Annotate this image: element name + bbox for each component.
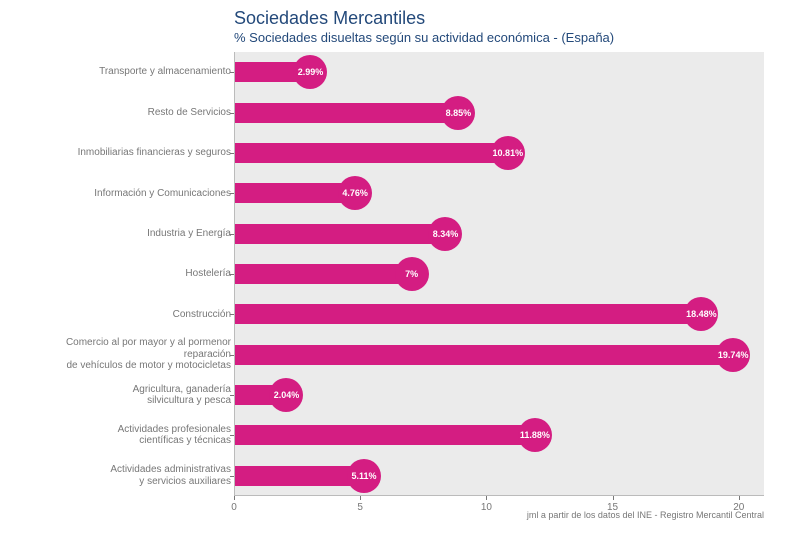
y-tick bbox=[230, 476, 234, 477]
category-label: Industria y Energía bbox=[3, 228, 231, 240]
y-tick bbox=[230, 355, 234, 356]
x-tick bbox=[613, 496, 614, 500]
bar bbox=[235, 264, 412, 284]
category-label: Transporte y almacenamiento bbox=[3, 66, 231, 78]
category-label: Resto de Servicios bbox=[3, 107, 231, 119]
value-marker: 2.04% bbox=[269, 378, 303, 412]
category-label: Comercio al por mayor y al pormenor repa… bbox=[3, 337, 231, 372]
value-marker: 19.74% bbox=[716, 338, 750, 372]
y-tick bbox=[230, 153, 234, 154]
y-tick bbox=[230, 193, 234, 194]
bar bbox=[235, 345, 733, 365]
value-marker: 11.88% bbox=[518, 418, 552, 452]
chart-container: Sociedades Mercantiles % Sociedades disu… bbox=[0, 0, 787, 533]
value-marker: 8.85% bbox=[441, 96, 475, 130]
bar bbox=[235, 224, 445, 244]
bar-row: 2.99% bbox=[235, 52, 764, 92]
bar bbox=[235, 183, 355, 203]
value-marker: 5.11% bbox=[347, 459, 381, 493]
x-tick-label: 10 bbox=[481, 502, 492, 513]
value-marker: 2.99% bbox=[293, 55, 327, 89]
value-marker: 7% bbox=[395, 257, 429, 291]
value-marker: 8.34% bbox=[428, 217, 462, 251]
bar-row: 5.11% bbox=[235, 456, 764, 496]
category-label: Información y Comunicaciones bbox=[3, 188, 231, 200]
y-tick bbox=[230, 274, 234, 275]
value-marker: 4.76% bbox=[338, 176, 372, 210]
y-tick bbox=[230, 72, 234, 73]
category-label: Construcción bbox=[3, 309, 231, 321]
chart-caption: jml a partir de los datos del INE - Regi… bbox=[527, 510, 764, 520]
bar bbox=[235, 304, 701, 324]
x-tick bbox=[360, 496, 361, 500]
bar bbox=[235, 143, 508, 163]
bar bbox=[235, 103, 458, 123]
plot-area: 2.99% 8.85% 10.81% 4.76% 8.34% 7% 18.48% 19.74%… bbox=[234, 52, 764, 496]
category-label: Actividades administrativas y servicios … bbox=[3, 464, 231, 487]
bar-row: 8.34% bbox=[235, 213, 764, 253]
bar bbox=[235, 425, 535, 445]
bar bbox=[235, 466, 364, 486]
y-tick bbox=[230, 314, 234, 315]
y-tick bbox=[230, 113, 234, 114]
bar-row: 4.76% bbox=[235, 173, 764, 213]
x-tick bbox=[234, 496, 235, 500]
category-label: Agricultura, ganadería silvicultura y pe… bbox=[3, 384, 231, 407]
bar-row: 11.88% bbox=[235, 415, 764, 455]
value-marker: 10.81% bbox=[491, 136, 525, 170]
bar-row: 7% bbox=[235, 254, 764, 294]
chart-subtitle: % Sociedades disueltas según su activida… bbox=[234, 30, 614, 45]
x-tick-label: 0 bbox=[231, 502, 237, 513]
x-tick bbox=[739, 496, 740, 500]
value-marker: 18.48% bbox=[684, 297, 718, 331]
chart-title: Sociedades Mercantiles bbox=[234, 8, 425, 29]
x-tick bbox=[486, 496, 487, 500]
y-tick bbox=[230, 435, 234, 436]
category-label: Hostelería bbox=[3, 268, 231, 280]
category-label: Inmobiliarias financieras y seguros bbox=[3, 147, 231, 159]
bar-row: 19.74% bbox=[235, 335, 764, 375]
bar-row: 8.85% bbox=[235, 92, 764, 132]
y-tick bbox=[230, 234, 234, 235]
y-tick bbox=[230, 395, 234, 396]
category-label: Actividades profesionales científicas y … bbox=[3, 424, 231, 447]
bar-row: 10.81% bbox=[235, 133, 764, 173]
x-tick-label: 5 bbox=[357, 502, 363, 513]
bar-row: 2.04% bbox=[235, 375, 764, 415]
bar-row: 18.48% bbox=[235, 294, 764, 334]
